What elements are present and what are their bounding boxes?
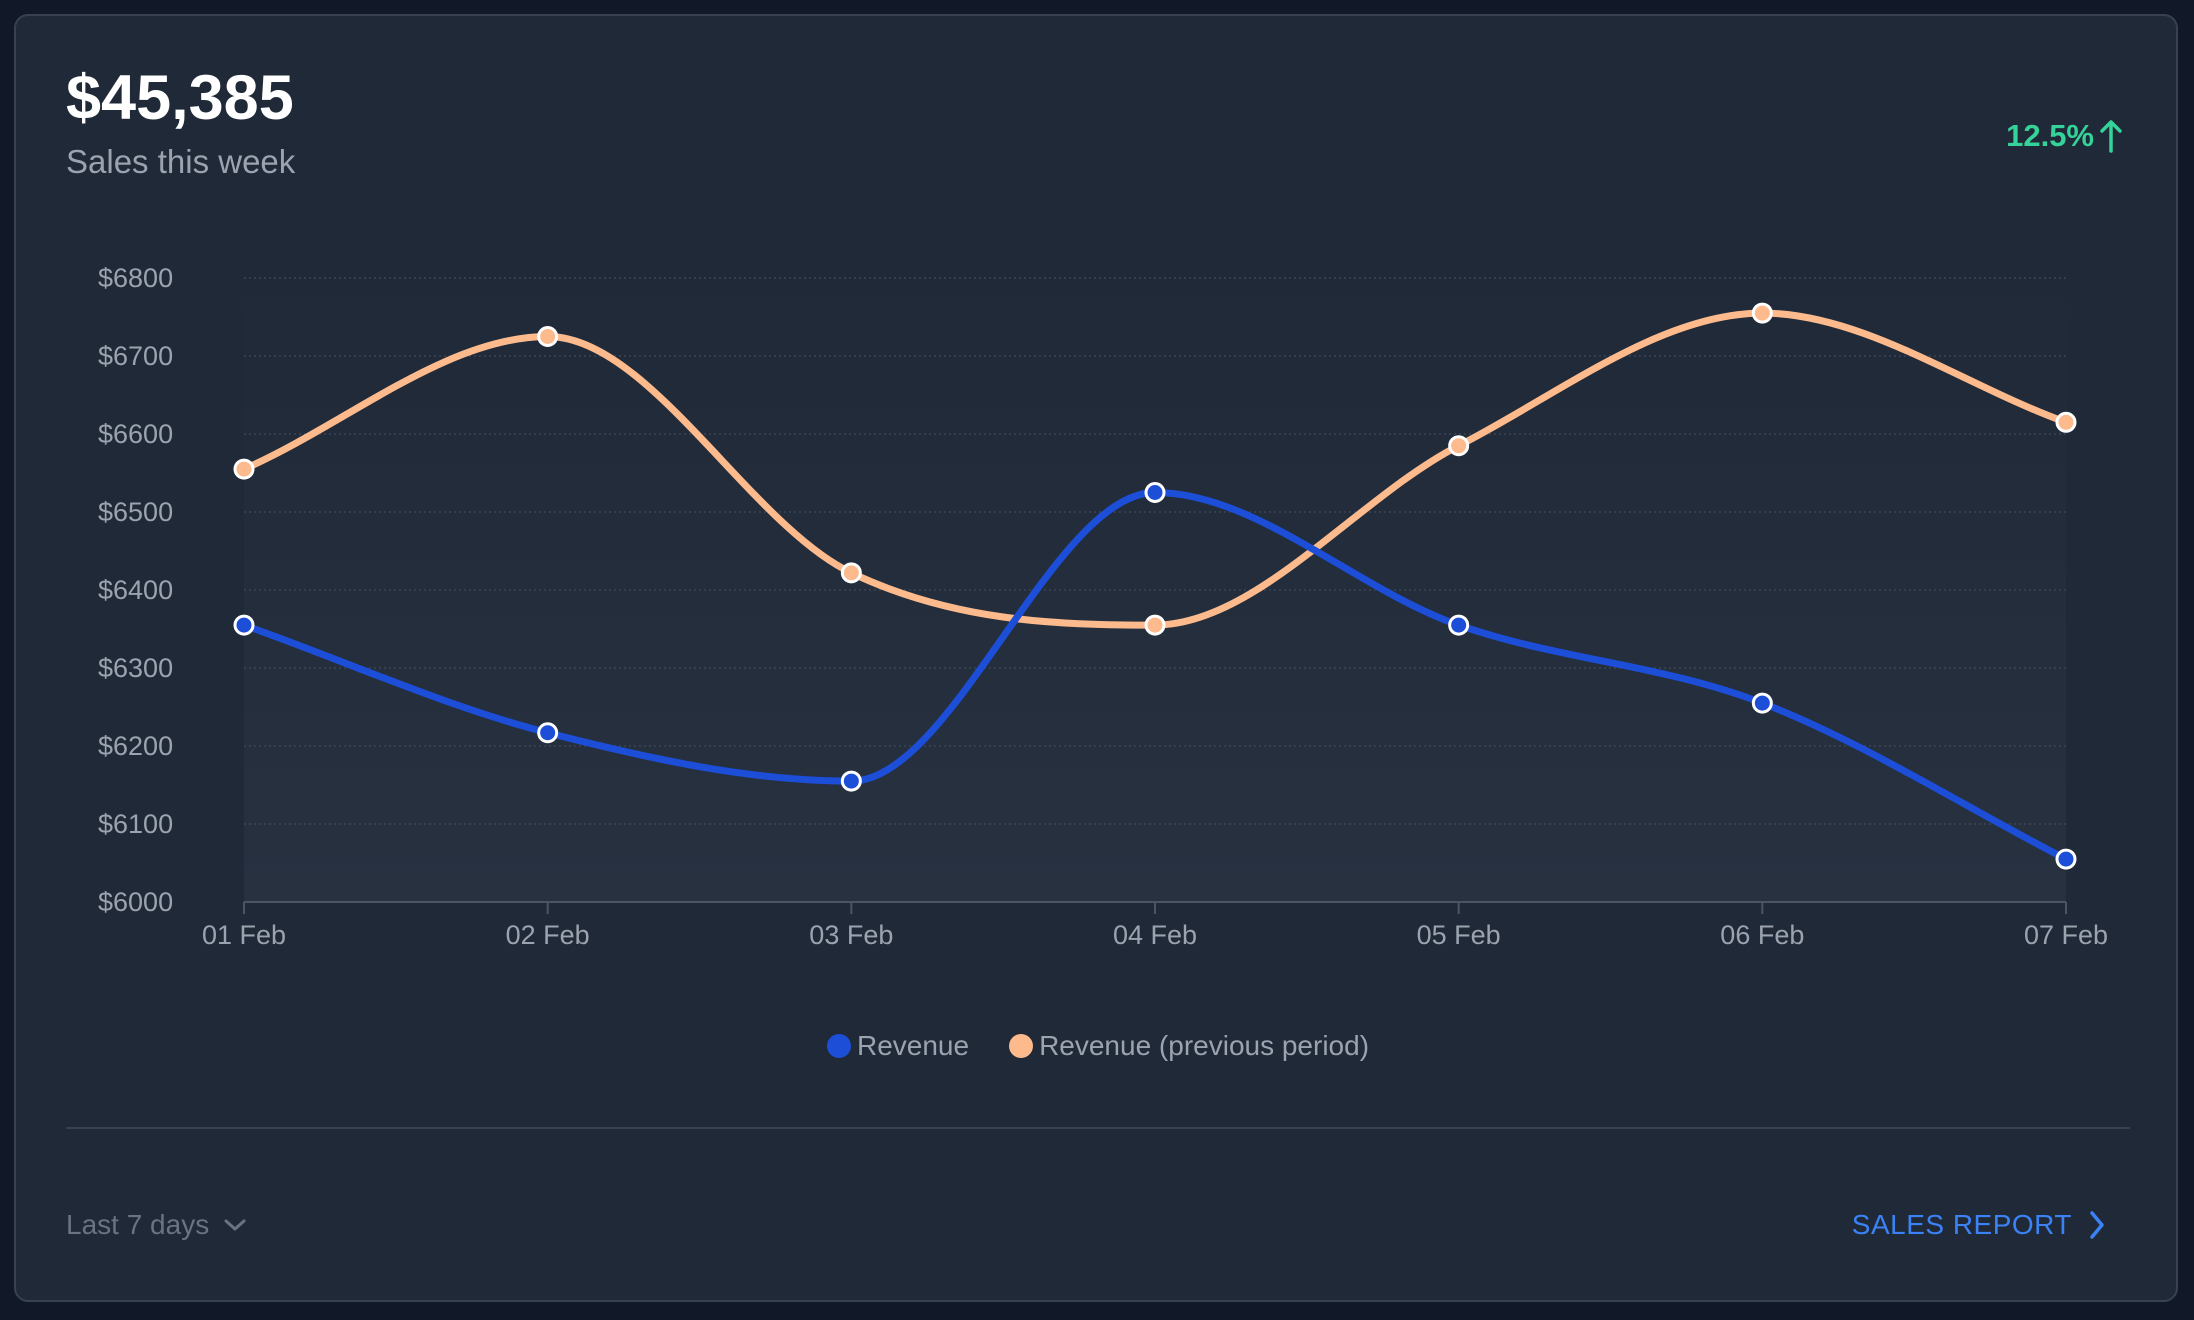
data-point-revenue xyxy=(1144,482,1166,503)
legend-item-previous[interactable]: Revenue (previous period) xyxy=(1009,1030,1369,1062)
sales-subtitle: Sales this week xyxy=(66,143,296,180)
y-tick-label: $6100 xyxy=(98,809,173,839)
x-tick-label: 04 Feb xyxy=(1113,920,1197,950)
data-point-revenue xyxy=(233,614,255,636)
legend-dot-revenue xyxy=(826,1034,851,1058)
data-point-revenue xyxy=(537,722,559,744)
data-point-previous xyxy=(1448,435,1470,457)
y-tick-label: $6700 xyxy=(98,341,173,371)
x-tick-label: 01 Feb xyxy=(202,920,286,950)
x-tick-label: 05 Feb xyxy=(1417,920,1501,950)
data-point-previous xyxy=(537,326,559,347)
data-point-revenue xyxy=(1448,614,1470,636)
x-tick-label: 07 Feb xyxy=(2024,920,2108,950)
legend-item-revenue[interactable]: Revenue xyxy=(826,1030,970,1062)
data-point-revenue xyxy=(1751,692,1773,714)
y-tick-label: $6500 xyxy=(98,497,173,527)
sales-line-chart: $6000 $6100 $6200 $6300 $6400 $6500 $6600 $6700… xyxy=(98,263,2108,950)
chart-legend: Revenue Revenue (previous period) xyxy=(16,1030,2180,1062)
data-point-revenue xyxy=(840,770,862,792)
y-tick-label: $6000 xyxy=(98,887,173,917)
chevron-right-icon xyxy=(2090,1211,2104,1239)
y-tick-label: $6800 xyxy=(98,263,173,293)
footer-divider xyxy=(66,1127,2130,1129)
legend-label-revenue: Revenue xyxy=(856,1030,970,1061)
legend-dot-previous xyxy=(1009,1034,1034,1058)
y-tick-label: $6400 xyxy=(98,575,173,605)
change-percent: 12.5% xyxy=(2006,118,2094,153)
y-tick-label: $6300 xyxy=(98,653,173,683)
change-badge: 12.5% xyxy=(2006,118,2122,154)
data-point-previous xyxy=(1144,614,1166,636)
legend-label-previous: Revenue (previous period) xyxy=(1039,1030,1370,1061)
y-tick-label: $6200 xyxy=(98,731,173,761)
data-point-previous xyxy=(233,458,255,480)
x-tick-label: 06 Feb xyxy=(1720,920,1804,950)
data-point-revenue xyxy=(2055,848,2077,870)
y-tick-label: $6600 xyxy=(98,419,173,449)
x-tick-label: 02 Feb xyxy=(506,920,590,950)
sales-report-link[interactable]: SALES REPORT xyxy=(1852,1209,2106,1241)
date-range-dropdown[interactable]: Last 7 days xyxy=(66,1209,247,1241)
data-point-previous xyxy=(2055,411,2077,433)
arrow-up-icon xyxy=(2100,120,2122,153)
sales-card: $45,385 Sales this week 12.5% $6000 $6100… xyxy=(14,14,2178,1302)
chevron-down-icon xyxy=(224,1219,246,1231)
sales-report-label: SALES REPORT xyxy=(1851,1209,2072,1240)
data-point-previous xyxy=(1751,302,1773,324)
data-point-previous xyxy=(840,562,862,584)
date-range-label: Last 7 days xyxy=(66,1209,210,1240)
sales-total-value: $45,385 xyxy=(66,63,294,133)
x-tick-label: 03 Feb xyxy=(809,920,893,950)
